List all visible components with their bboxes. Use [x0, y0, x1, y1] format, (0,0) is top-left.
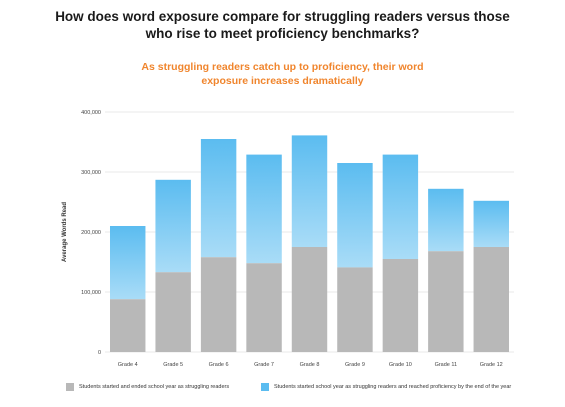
bar-proficient [291, 135, 328, 247]
x-tick-label: Grade 4 [118, 362, 138, 368]
bar-proficient [246, 154, 282, 264]
x-tick-label: Grade 10 [389, 362, 412, 368]
bars [109, 135, 510, 352]
bar-struggling [200, 257, 237, 352]
x-tick-label: Grade 6 [209, 362, 229, 368]
x-tick-label: Grade 5 [163, 362, 183, 368]
bar-proficient [428, 188, 464, 252]
y-tick-label: 100,000 [81, 290, 101, 296]
bar-proficient [200, 139, 237, 258]
y-tick-label: 400,000 [81, 110, 101, 116]
bar-struggling [428, 251, 464, 352]
y-tick-label: 0 [98, 350, 101, 356]
chart-subtitle-line-1: As struggling readers catch up to profic… [141, 61, 424, 73]
chart-title-line-1: How does word exposure compare for strug… [55, 9, 510, 24]
y-tick-label: 300,000 [81, 170, 101, 176]
x-tick-label: Grade 8 [300, 362, 320, 368]
bar-struggling [291, 247, 328, 352]
legend-item-proficient: Students started school year as struggli… [261, 383, 511, 391]
bar-struggling [473, 247, 510, 352]
legend-item-struggling: Students started and ended school year a… [66, 383, 229, 391]
chart-title-line-2: who rise to meet proficiency benchmarks? [145, 26, 420, 41]
legend-label-proficient: Students started school year as struggli… [274, 384, 512, 390]
x-tick-label: Grade 9 [345, 362, 365, 368]
bar-struggling [337, 267, 373, 352]
bar-struggling [109, 299, 146, 352]
bar-struggling [382, 259, 419, 352]
chart-subtitle-line-2: exposure increases dramatically [201, 75, 364, 87]
legend-label-struggling: Students started and ended school year a… [79, 384, 230, 390]
bar-proficient [109, 226, 146, 300]
x-tick-label: Grade 12 [480, 362, 503, 368]
chart-subtitle: As struggling readers catch up to profic… [0, 60, 565, 88]
bar-proficient [382, 154, 419, 259]
legend-swatch-proficient [261, 383, 269, 391]
bar-struggling [246, 263, 282, 352]
y-tick-label: 200,000 [81, 230, 101, 236]
bar-proficient [155, 179, 191, 273]
bar-proficient [473, 200, 510, 247]
y-axis-label: Average Words Read [62, 202, 68, 262]
bar-proficient [337, 163, 373, 268]
x-tick-label: Grade 11 [435, 362, 458, 368]
bar-struggling [155, 272, 191, 352]
axis-labels: 0 100,000 200,000 300,000 400,000 Grade 4 Grad… [81, 110, 503, 368]
x-tick-label: Grade 7 [254, 362, 274, 368]
legend-swatch-struggling [66, 383, 74, 391]
chart-title: How does word exposure compare for strug… [0, 8, 565, 42]
